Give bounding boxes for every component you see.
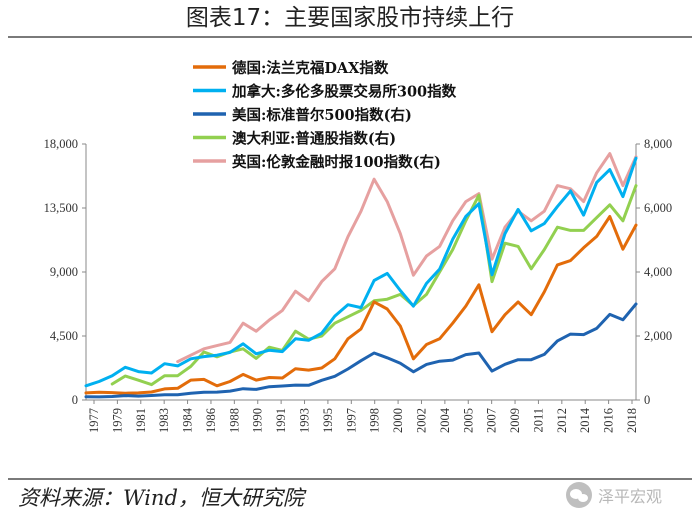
y-left-tick-label: 13,500	[44, 201, 78, 215]
bottom-rule	[8, 478, 692, 480]
x-tick-label: 1998	[368, 408, 382, 433]
x-tick-label: 1991	[274, 408, 288, 433]
legend: 德国:法兰克福DAX指数加拿大:多伦多股票交易所300指数美国:标准普尔500指…	[193, 59, 457, 171]
x-tick-label: 1995	[321, 408, 335, 433]
legend-label: 澳大利亚:普通股指数(右)	[232, 130, 396, 148]
x-tick-label: 1986	[204, 408, 218, 433]
x-tick-label: 1997	[344, 408, 358, 433]
x-tick-label: 2004	[438, 407, 452, 433]
x-tick-label: 2012	[555, 408, 569, 433]
x-tick-label: 2007	[485, 408, 499, 433]
series-line-2	[84, 302, 638, 399]
x-tick-label: 1988	[227, 408, 241, 433]
source-note: 资料来源：Wind，恒大研究院	[18, 486, 304, 510]
y-left-tick-label: 9,000	[50, 265, 78, 279]
x-tick-label: 2011	[531, 408, 545, 433]
chart-title: 图表17：主要国家股市持续上行	[185, 5, 515, 31]
axes: 0 4,500 9,000 13,500 18,000 0 2,000 4,000 6,000 8…	[44, 137, 673, 433]
x-tick-label: 1979	[110, 408, 124, 433]
x-tick-label: 2005	[461, 408, 475, 433]
y-left-tick-label: 4,500	[50, 329, 78, 343]
y-left-tick-label: 0	[72, 393, 78, 407]
x-tick-label: 1983	[157, 408, 171, 433]
legend-label: 美国:标准普尔500指数(右)	[232, 106, 412, 124]
x-tick-label: 2014	[578, 407, 592, 433]
legend-label: 德国:法兰克福DAX指数	[232, 59, 389, 77]
wechat-icon	[566, 482, 592, 508]
x-tick-label: 1993	[298, 408, 312, 433]
x-tick-label: 1984	[181, 407, 195, 433]
series-line-0	[84, 215, 638, 395]
series-lines	[84, 152, 638, 399]
x-tick-label: 1977	[87, 408, 101, 433]
series-line-1	[84, 156, 638, 388]
y-right-tick-label: 4,000	[644, 265, 672, 279]
x-tick-label: 2002	[414, 408, 428, 433]
legend-label: 加拿大:多伦多股票交易所300指数	[231, 83, 457, 101]
x-tick-label: 2009	[508, 408, 522, 433]
top-rule	[8, 36, 692, 38]
y-right-tick-label: 2,000	[644, 329, 672, 343]
x-tick-label: 1981	[134, 408, 148, 433]
watermark-text: 泽平宏观	[598, 487, 663, 506]
x-tick-label: 2000	[391, 408, 405, 433]
legend-label: 英国:伦敦金融时报100指数(右)	[232, 153, 441, 171]
y-right-tick-label: 6,000	[644, 201, 672, 215]
y-right-tick-label: 0	[644, 393, 650, 407]
x-tick-label: 2018	[625, 408, 639, 433]
line-chart: 0 4,500 9,000 13,500 18,000 0 2,000 4,000 6,000 8…	[44, 59, 673, 433]
y-right-tick-label: 8,000	[644, 137, 672, 151]
watermark: 泽平宏观	[566, 480, 694, 510]
x-tick-label: 1990	[251, 408, 265, 433]
y-left-tick-label: 18,000	[44, 137, 78, 151]
x-tick-label: 2016	[602, 408, 616, 433]
series-line-4	[176, 152, 638, 364]
